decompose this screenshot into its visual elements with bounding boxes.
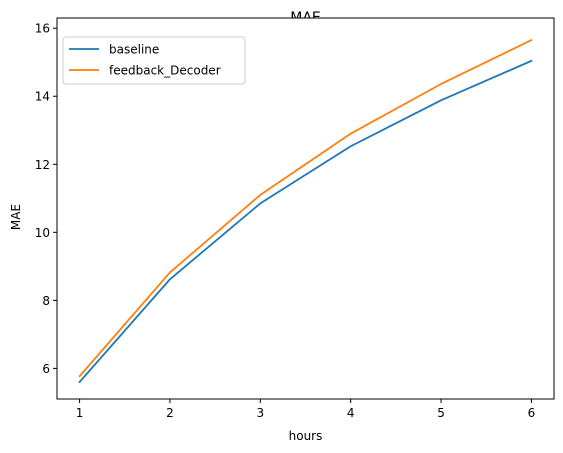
x-tick-label: 3 xyxy=(256,406,264,420)
y-tick-label: 8 xyxy=(42,294,50,308)
series-line-baseline xyxy=(78,59,533,384)
x-tick-label: 4 xyxy=(347,406,355,420)
legend-label-feedback-decoder: feedback_Decoder xyxy=(109,64,221,78)
y-axis: 6 8 10 12 14 16 xyxy=(35,22,57,376)
x-tick-label: 5 xyxy=(437,406,445,420)
series-line-feedback-decoder xyxy=(78,38,533,378)
y-tick-label: 14 xyxy=(35,90,50,104)
legend-box xyxy=(62,36,246,85)
y-tick-label: 16 xyxy=(35,22,50,36)
x-axis: 1 2 3 4 5 6 xyxy=(76,399,535,420)
y-tick-label: 6 xyxy=(42,362,50,376)
x-tick-label: 6 xyxy=(528,406,536,420)
x-tick-label: 2 xyxy=(166,406,174,420)
series-lines xyxy=(78,38,533,384)
y-axis-label: MAE xyxy=(9,204,23,230)
x-tick-label: 1 xyxy=(76,406,84,420)
x-axis-label: hours xyxy=(289,429,323,443)
legend-label-baseline: baseline xyxy=(109,43,159,57)
y-tick-label: 10 xyxy=(35,226,50,240)
legend: baseline feedback_Decoder xyxy=(62,36,246,85)
y-tick-label: 12 xyxy=(35,158,50,172)
